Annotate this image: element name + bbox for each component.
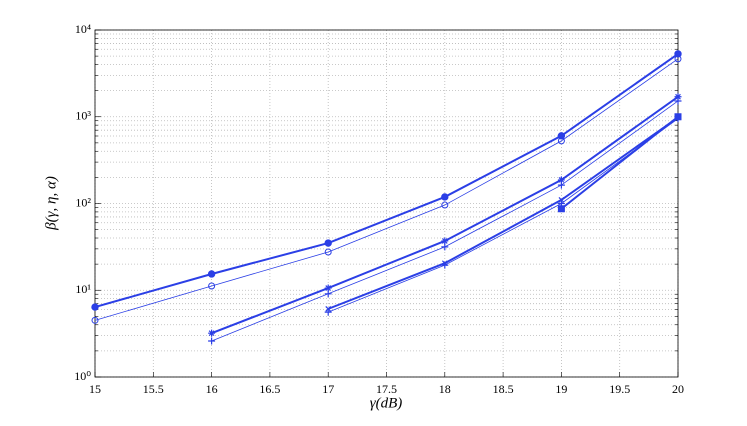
y-axis-label: β(γ, η, α) bbox=[43, 176, 59, 231]
x-tick-label: 17.5 bbox=[376, 382, 397, 396]
x-tick-label: 18.5 bbox=[493, 382, 514, 396]
y-tick-label: 10⁴ bbox=[75, 22, 91, 36]
marker bbox=[208, 337, 216, 345]
marker bbox=[674, 93, 682, 101]
x-tick-label: 20 bbox=[672, 382, 684, 396]
y-tick-label: 10² bbox=[75, 195, 91, 209]
marker bbox=[674, 113, 682, 121]
marker bbox=[441, 261, 449, 269]
marker bbox=[208, 282, 216, 290]
marker bbox=[557, 176, 565, 184]
x-tick-label: 19.5 bbox=[609, 382, 630, 396]
marker bbox=[324, 308, 332, 316]
x-tick-label: 18 bbox=[439, 382, 451, 396]
marker bbox=[324, 239, 332, 247]
marker bbox=[557, 137, 565, 145]
marker bbox=[208, 329, 216, 337]
x-tick-label: 16 bbox=[206, 382, 218, 396]
x-tick-label: 17 bbox=[322, 382, 334, 396]
y-tick-label: 10⁰ bbox=[74, 369, 91, 383]
y-tick-label: 10¹ bbox=[75, 282, 91, 296]
marker bbox=[324, 290, 332, 298]
marker bbox=[91, 316, 99, 324]
marker bbox=[558, 197, 565, 203]
x-tick-label: 16.5 bbox=[259, 382, 280, 396]
marker bbox=[557, 181, 565, 189]
plot-frame bbox=[94, 29, 679, 378]
y-tick-label: 10³ bbox=[75, 109, 91, 123]
x-tick-label: 15 bbox=[89, 382, 101, 396]
marker bbox=[441, 193, 449, 201]
marker bbox=[441, 237, 449, 245]
series-line bbox=[560, 115, 679, 210]
marker bbox=[674, 97, 682, 105]
x-axis-label: γ(dB) bbox=[370, 395, 403, 411]
series-line bbox=[328, 118, 679, 313]
series-line bbox=[211, 100, 679, 342]
series-line bbox=[327, 116, 679, 310]
marker bbox=[441, 243, 449, 251]
marker bbox=[91, 303, 99, 311]
series-line bbox=[94, 58, 679, 321]
marker bbox=[674, 50, 682, 58]
marker bbox=[557, 205, 565, 213]
marker bbox=[324, 248, 332, 256]
series-line bbox=[94, 53, 679, 309]
marker bbox=[207, 270, 216, 278]
marker bbox=[557, 132, 566, 140]
x-tick-label: 15.5 bbox=[143, 382, 164, 396]
marker bbox=[441, 201, 449, 209]
marker bbox=[674, 55, 682, 63]
x-tick-label: 19 bbox=[555, 382, 567, 396]
marker bbox=[324, 284, 332, 292]
